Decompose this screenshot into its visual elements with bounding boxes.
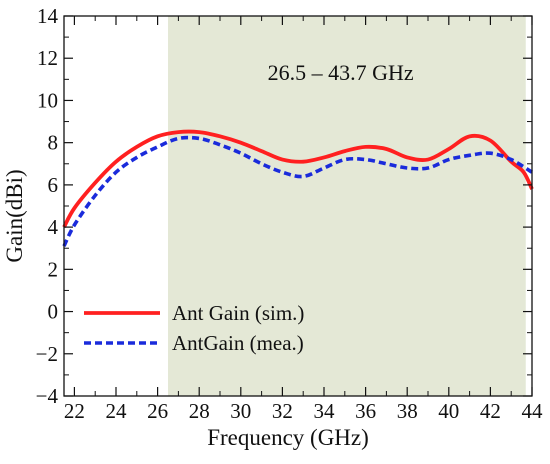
x-tick-label: 30 <box>230 399 251 423</box>
y-tick-label: 4 <box>48 215 59 239</box>
y-tick-label: 14 <box>37 4 59 28</box>
x-tick-label: 22 <box>64 399 85 423</box>
x-tick-label: 38 <box>397 399 418 423</box>
x-tick-label: 32 <box>272 399 293 423</box>
y-tick-label: 12 <box>37 46 58 70</box>
y-tick-label: −2 <box>36 342 58 366</box>
frequency-band-label: 26.5 – 43.7 GHz <box>268 60 414 85</box>
y-tick-label: 2 <box>48 257 59 281</box>
x-tick-label: 36 <box>355 399 376 423</box>
x-tick-label: 42 <box>480 399 501 423</box>
y-tick-label: −4 <box>36 384 59 408</box>
x-tick-label: 44 <box>522 399 544 423</box>
series-layer <box>62 129 534 247</box>
legend-label-mea: AntGain (mea.) <box>172 331 304 355</box>
x-tick-label: 26 <box>147 399 168 423</box>
y-axis-label: Gain(dBi) <box>2 169 27 262</box>
series-line-mea <box>62 135 533 247</box>
legend-label-sim: Ant Gain (sim.) <box>172 301 304 325</box>
y-tick-label: 6 <box>48 173 59 197</box>
legend: Ant Gain (sim.) AntGain (mea.) <box>84 301 304 355</box>
y-tick-label: 10 <box>37 88 58 112</box>
frequency-band-highlight <box>168 16 526 396</box>
x-tick-label: 28 <box>189 399 210 423</box>
x-tick-label: 40 <box>438 399 459 423</box>
y-tick-label: 0 <box>48 300 59 324</box>
x-tick-label: 24 <box>106 399 128 423</box>
x-tick-label: 34 <box>314 399 336 423</box>
series-line-sim <box>62 129 534 229</box>
x-axis-label: Frequency (GHz) <box>207 425 369 450</box>
y-tick-label: 8 <box>48 131 59 155</box>
